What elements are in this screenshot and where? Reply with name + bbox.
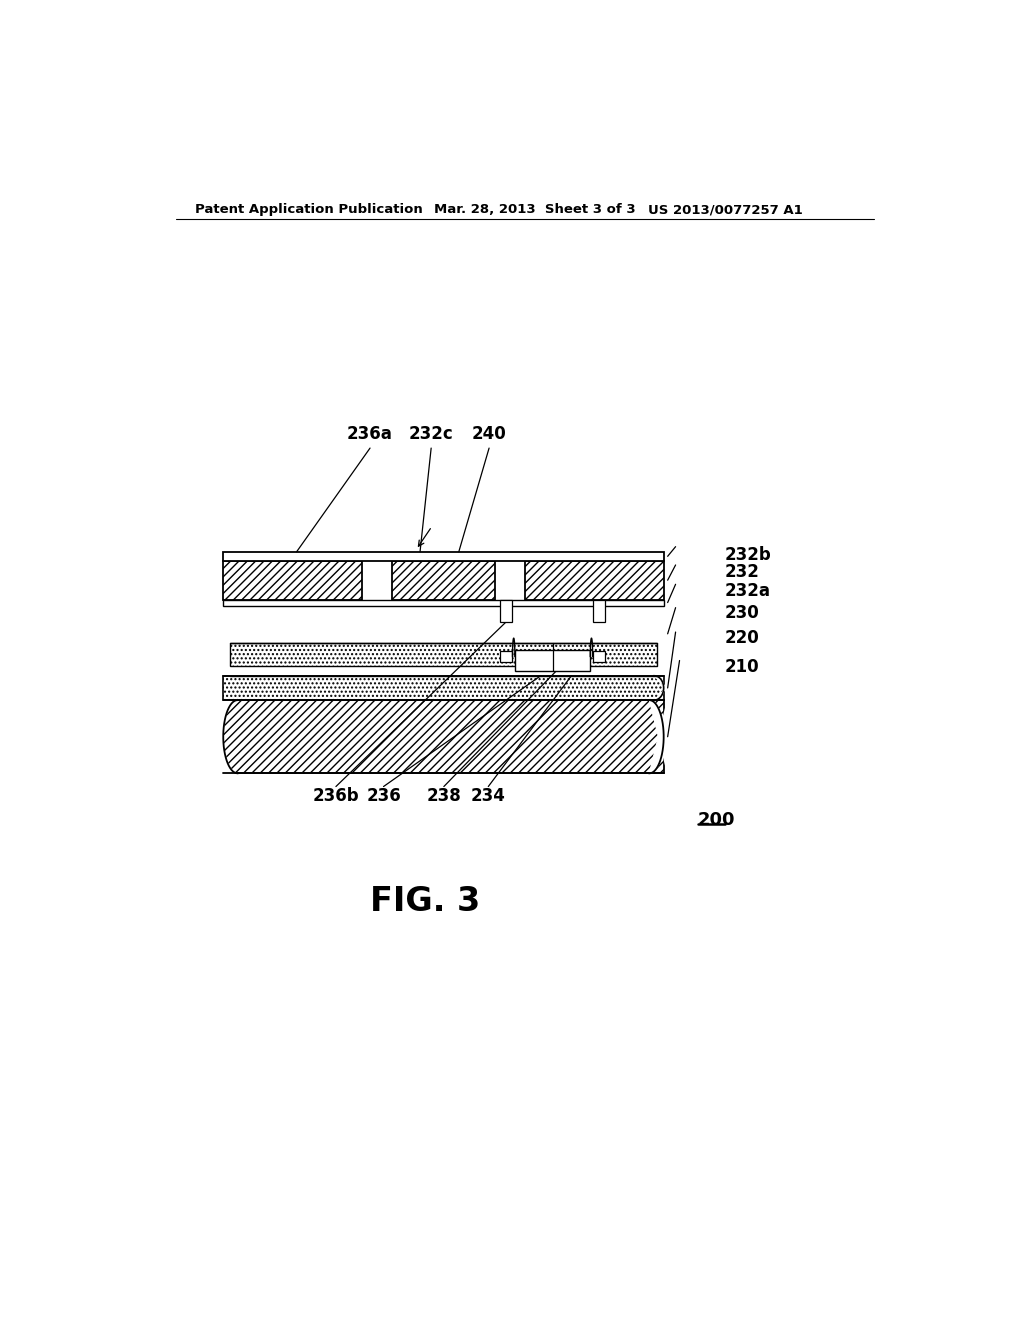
Bar: [524, 561, 664, 599]
Text: 240: 240: [472, 425, 507, 444]
Bar: [593, 599, 605, 622]
Bar: [223, 552, 664, 561]
Bar: [500, 651, 512, 661]
Polygon shape: [219, 700, 238, 774]
Bar: [223, 676, 664, 700]
Text: 238: 238: [426, 787, 461, 804]
Text: Patent Application Publication: Patent Application Publication: [196, 203, 423, 216]
Text: 232: 232: [725, 564, 760, 581]
Bar: [229, 643, 657, 665]
Bar: [223, 700, 664, 774]
Text: 236b: 236b: [312, 787, 359, 804]
Bar: [223, 599, 664, 606]
Text: Mar. 28, 2013  Sheet 3 of 3: Mar. 28, 2013 Sheet 3 of 3: [433, 203, 635, 216]
Text: 236a: 236a: [347, 425, 393, 444]
Bar: [500, 599, 512, 622]
Polygon shape: [649, 700, 668, 774]
Text: 232c: 232c: [409, 425, 454, 444]
Text: 232b: 232b: [725, 545, 771, 564]
Bar: [392, 561, 495, 599]
Bar: [593, 651, 605, 661]
Bar: [515, 651, 590, 671]
Text: 200: 200: [697, 810, 735, 829]
Text: 210: 210: [725, 657, 760, 676]
Text: 232a: 232a: [725, 582, 771, 601]
Bar: [223, 561, 362, 599]
Text: 236: 236: [367, 787, 401, 804]
Text: FIG. 3: FIG. 3: [371, 886, 480, 919]
Text: 220: 220: [725, 630, 760, 647]
Text: US 2013/0077257 A1: US 2013/0077257 A1: [648, 203, 803, 216]
Text: 234: 234: [471, 787, 506, 804]
Polygon shape: [654, 676, 680, 700]
Text: 230: 230: [725, 603, 760, 622]
